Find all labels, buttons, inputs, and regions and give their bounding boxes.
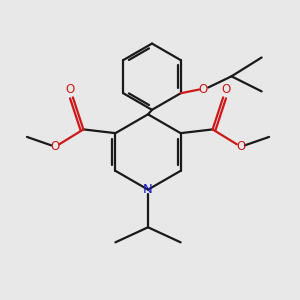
Text: O: O <box>199 83 208 96</box>
Text: O: O <box>236 140 245 153</box>
Text: O: O <box>221 83 231 96</box>
Text: O: O <box>65 83 74 96</box>
Text: O: O <box>51 140 60 153</box>
Text: N: N <box>143 183 153 196</box>
